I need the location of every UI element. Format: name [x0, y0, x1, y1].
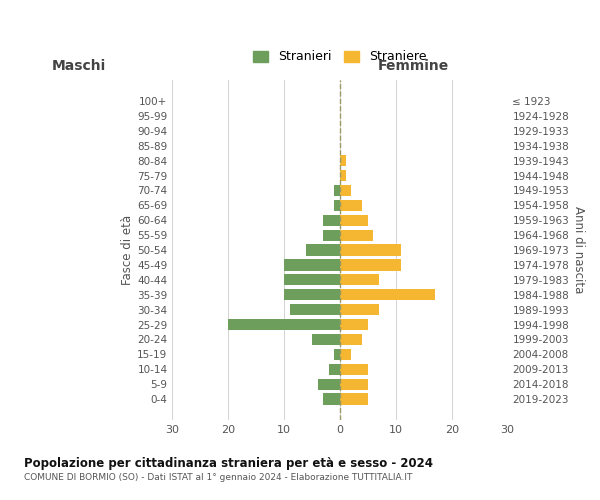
Bar [228, 319, 340, 330]
Text: Popolazione per cittadinanza straniera per età e sesso - 2024: Popolazione per cittadinanza straniera p… [24, 458, 433, 470]
Bar [334, 200, 340, 211]
Bar [340, 364, 368, 375]
Bar [334, 185, 340, 196]
Bar [312, 334, 340, 345]
Bar [340, 304, 379, 316]
Bar [340, 289, 435, 300]
Bar [290, 304, 340, 316]
Bar [340, 214, 368, 226]
Bar [284, 274, 340, 285]
Bar [340, 185, 351, 196]
Bar [340, 349, 351, 360]
Bar [284, 260, 340, 270]
Bar [340, 155, 346, 166]
Bar [323, 394, 340, 404]
Bar [340, 200, 362, 211]
Bar [340, 260, 401, 270]
Bar [317, 378, 340, 390]
Text: Maschi: Maschi [52, 59, 106, 73]
Bar [340, 378, 368, 390]
Bar [340, 319, 368, 330]
Y-axis label: Fasce di età: Fasce di età [121, 215, 134, 285]
Legend: Stranieri, Straniere: Stranieri, Straniere [248, 46, 432, 68]
Y-axis label: Anni di nascita: Anni di nascita [572, 206, 585, 294]
Bar [284, 289, 340, 300]
Bar [340, 170, 346, 181]
Bar [340, 230, 373, 240]
Text: COMUNE DI BORMIO (SO) - Dati ISTAT al 1° gennaio 2024 - Elaborazione TUTTITALIA.: COMUNE DI BORMIO (SO) - Dati ISTAT al 1°… [24, 472, 412, 482]
Bar [340, 394, 368, 404]
Bar [334, 349, 340, 360]
Bar [340, 334, 362, 345]
Bar [323, 214, 340, 226]
Text: Femmine: Femmine [378, 59, 449, 73]
Bar [329, 364, 340, 375]
Bar [340, 274, 379, 285]
Bar [323, 230, 340, 240]
Bar [307, 244, 340, 256]
Bar [340, 244, 401, 256]
